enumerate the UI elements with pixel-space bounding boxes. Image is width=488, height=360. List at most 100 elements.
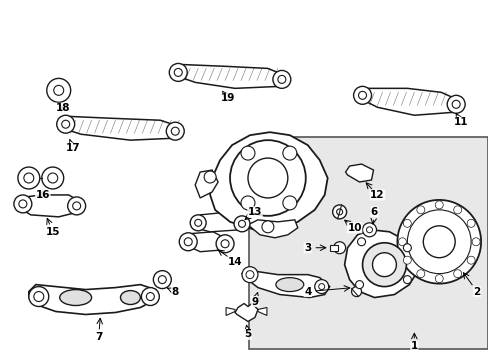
- Text: 7: 7: [95, 332, 102, 342]
- Polygon shape: [225, 307, 235, 315]
- Polygon shape: [247, 220, 297, 238]
- Circle shape: [447, 95, 464, 113]
- Circle shape: [398, 238, 406, 246]
- Circle shape: [24, 173, 34, 183]
- Circle shape: [29, 287, 49, 306]
- Text: 14: 14: [227, 257, 242, 267]
- Text: 13: 13: [247, 207, 262, 217]
- Circle shape: [67, 197, 85, 215]
- Polygon shape: [345, 164, 373, 182]
- Text: 15: 15: [45, 227, 60, 237]
- Text: 17: 17: [65, 143, 80, 153]
- Polygon shape: [15, 195, 81, 217]
- Circle shape: [355, 280, 363, 289]
- Polygon shape: [29, 285, 155, 315]
- Text: 12: 12: [369, 190, 384, 200]
- Bar: [329, 245, 337, 251]
- Text: 9: 9: [251, 297, 258, 306]
- Circle shape: [362, 223, 376, 237]
- Circle shape: [41, 167, 63, 189]
- Circle shape: [272, 71, 290, 88]
- Text: 2: 2: [472, 287, 480, 297]
- Circle shape: [336, 209, 342, 215]
- Circle shape: [57, 115, 75, 133]
- Circle shape: [351, 287, 361, 297]
- Text: 10: 10: [346, 223, 361, 233]
- Circle shape: [403, 256, 410, 264]
- Circle shape: [245, 271, 253, 279]
- Text: 3: 3: [304, 243, 311, 253]
- Circle shape: [262, 221, 273, 233]
- Circle shape: [332, 205, 346, 219]
- Ellipse shape: [60, 289, 91, 306]
- Circle shape: [184, 238, 192, 246]
- Circle shape: [19, 200, 27, 208]
- Circle shape: [153, 271, 171, 289]
- Polygon shape: [242, 270, 329, 298]
- Circle shape: [169, 63, 187, 81]
- Ellipse shape: [275, 278, 303, 292]
- Polygon shape: [192, 212, 244, 232]
- Polygon shape: [356, 88, 458, 115]
- Polygon shape: [59, 116, 178, 140]
- Circle shape: [416, 206, 424, 214]
- Bar: [249, 137, 487, 348]
- Circle shape: [241, 146, 254, 160]
- Circle shape: [397, 200, 480, 284]
- Circle shape: [190, 215, 206, 231]
- Circle shape: [146, 293, 154, 301]
- Circle shape: [47, 78, 71, 102]
- Circle shape: [407, 210, 470, 274]
- Circle shape: [451, 100, 459, 108]
- Circle shape: [241, 196, 254, 210]
- Circle shape: [73, 202, 81, 210]
- Polygon shape: [210, 132, 327, 230]
- Circle shape: [48, 173, 58, 183]
- Circle shape: [318, 284, 324, 289]
- Circle shape: [179, 233, 197, 251]
- Circle shape: [61, 120, 69, 128]
- Circle shape: [229, 140, 305, 216]
- Circle shape: [466, 219, 474, 227]
- Circle shape: [453, 270, 461, 278]
- Circle shape: [314, 280, 328, 293]
- Circle shape: [247, 158, 287, 198]
- Circle shape: [434, 275, 442, 283]
- Circle shape: [403, 276, 410, 284]
- Circle shape: [238, 220, 245, 227]
- Circle shape: [171, 127, 179, 135]
- Circle shape: [203, 171, 216, 183]
- Circle shape: [471, 238, 479, 246]
- Text: 18: 18: [55, 103, 70, 113]
- Text: 11: 11: [453, 117, 468, 127]
- Circle shape: [174, 68, 182, 76]
- Circle shape: [453, 206, 461, 214]
- Circle shape: [403, 244, 410, 252]
- Circle shape: [423, 226, 454, 258]
- Circle shape: [194, 219, 201, 226]
- Ellipse shape: [120, 291, 140, 305]
- Circle shape: [18, 167, 40, 189]
- Circle shape: [353, 86, 371, 104]
- Polygon shape: [195, 170, 218, 198]
- Circle shape: [14, 195, 32, 213]
- Circle shape: [357, 238, 365, 246]
- Circle shape: [434, 201, 442, 209]
- Circle shape: [358, 91, 366, 99]
- Text: 16: 16: [36, 190, 50, 200]
- Circle shape: [54, 85, 63, 95]
- Circle shape: [277, 75, 285, 84]
- Polygon shape: [344, 230, 416, 298]
- Circle shape: [282, 146, 296, 160]
- Circle shape: [166, 122, 184, 140]
- Circle shape: [403, 219, 410, 227]
- Polygon shape: [235, 303, 258, 321]
- Circle shape: [282, 196, 296, 210]
- Circle shape: [234, 216, 249, 232]
- Circle shape: [333, 242, 345, 254]
- Polygon shape: [183, 232, 227, 252]
- Text: 5: 5: [244, 329, 251, 339]
- Circle shape: [34, 292, 44, 302]
- Text: 4: 4: [304, 287, 311, 297]
- Polygon shape: [258, 307, 266, 315]
